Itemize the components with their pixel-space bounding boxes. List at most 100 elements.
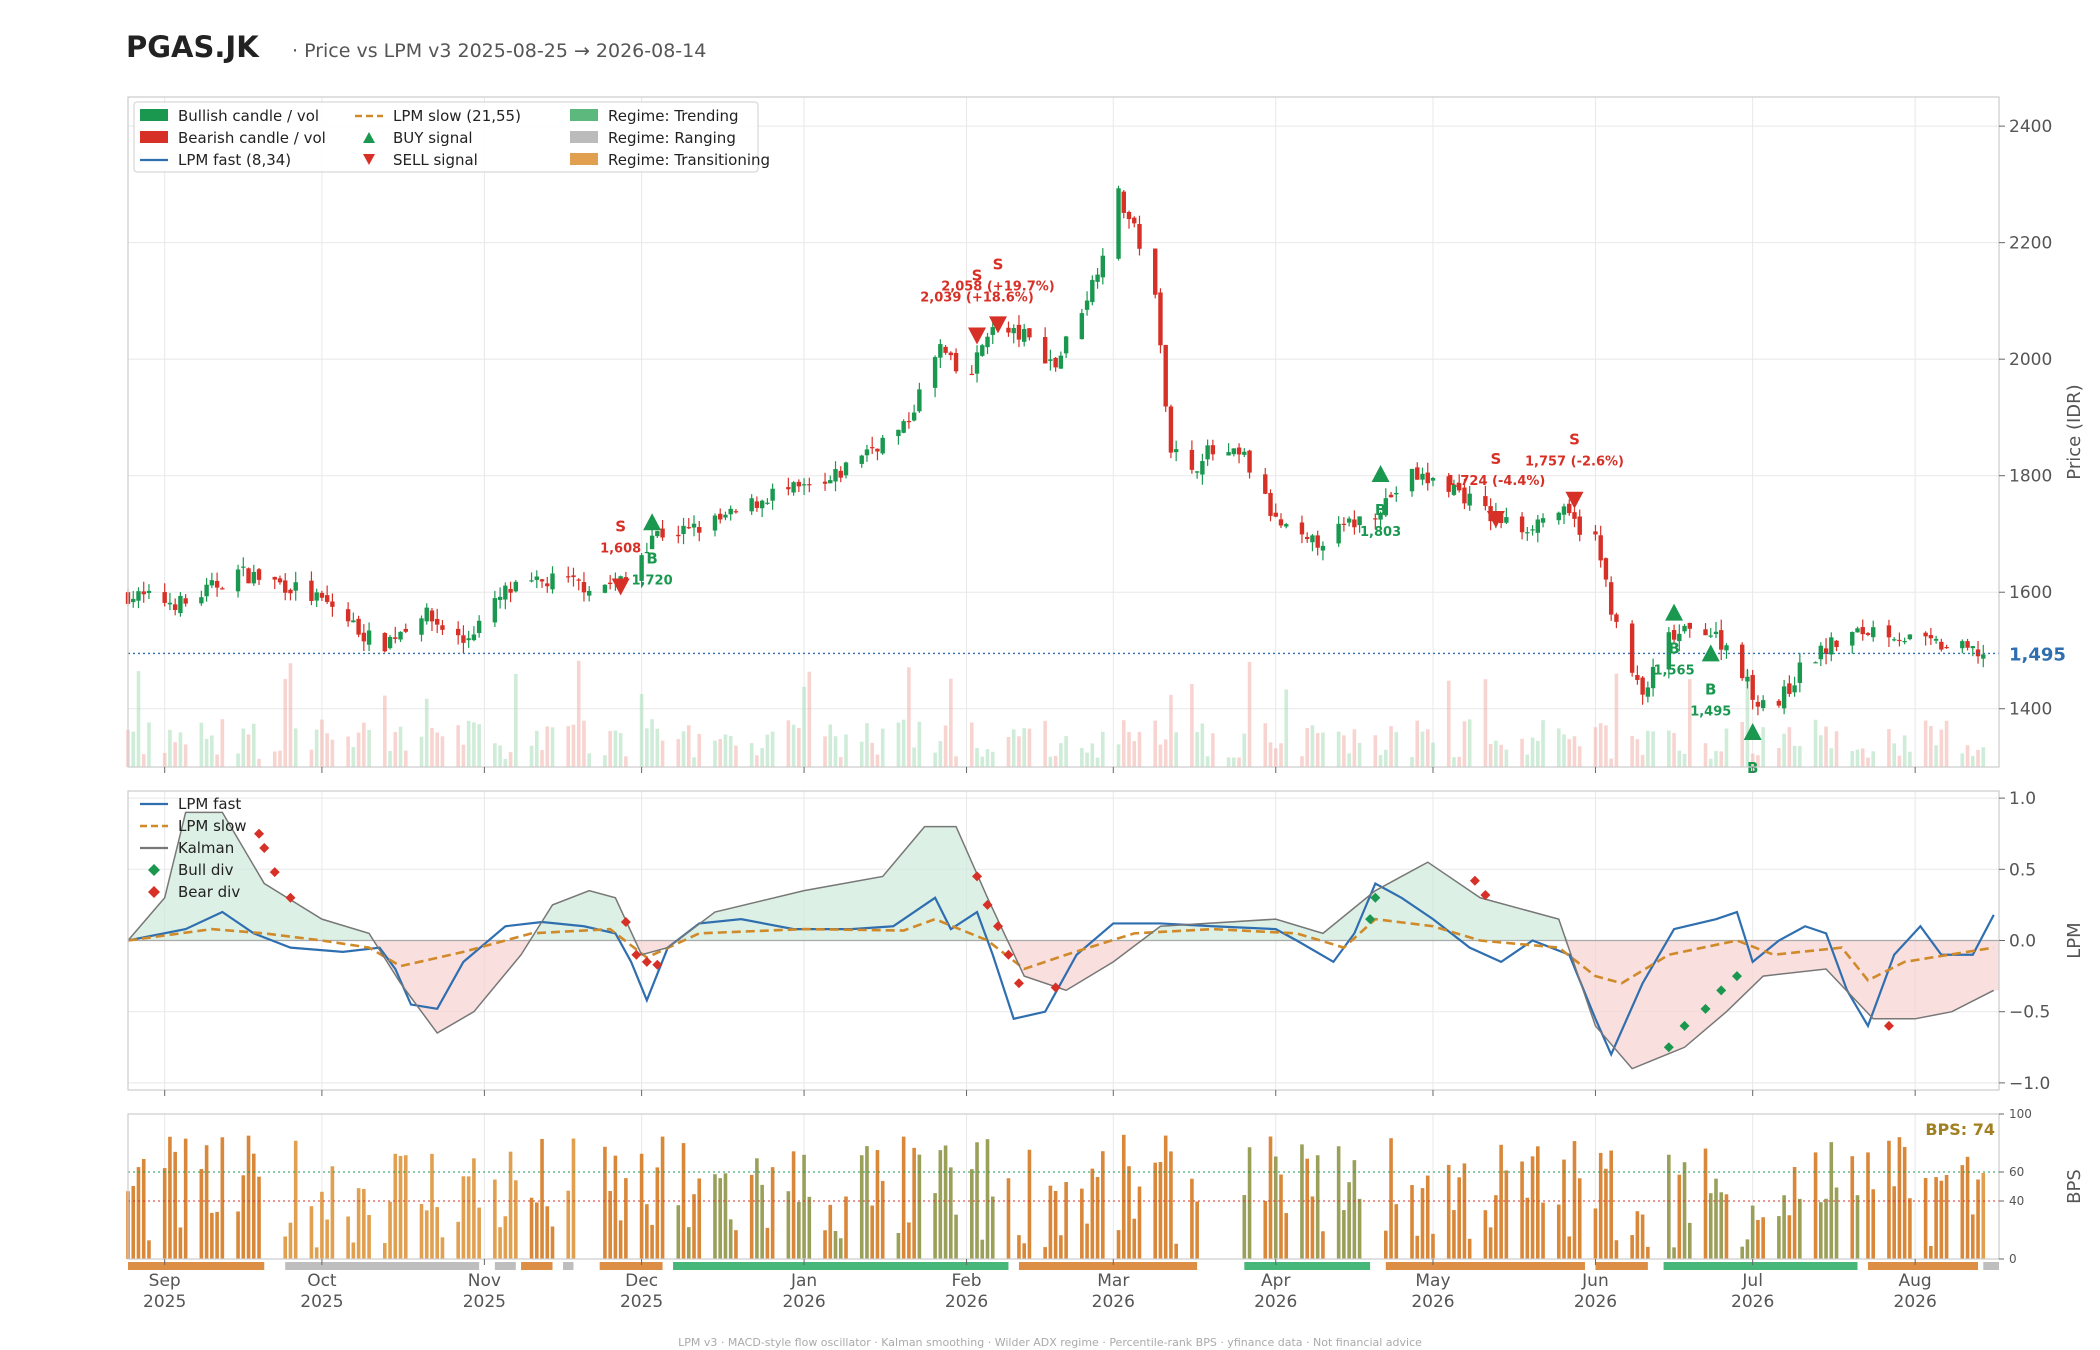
bps-bar [1850,1156,1855,1259]
bps-bar [162,1168,167,1259]
candle-body [1813,662,1818,664]
legend-label: Bullish candle / vol [178,107,319,125]
bps-bar [1017,1235,1021,1259]
candle-body [1871,627,1876,638]
bps-bar [1667,1154,1671,1259]
bps-bar [141,1158,146,1259]
bps-bar [1494,1195,1498,1259]
bps-bar [1090,1168,1095,1259]
volume-bar [844,734,848,767]
kalman-line [127,811,1995,1070]
candle-body [246,568,251,584]
candle-body [1388,494,1394,498]
candle-body [1687,622,1692,629]
candle-body [1939,641,1944,650]
bps-bar [1027,1149,1032,1259]
bps-bar [1153,1162,1158,1259]
volume-bar [1263,723,1268,767]
volume-bar [147,722,151,767]
volume-bar [603,755,607,767]
candle-body [1577,516,1582,535]
volume-bar [907,667,911,767]
candle-body [382,633,388,652]
candle-body [676,534,681,537]
bps-bar [508,1151,513,1259]
volume-bar [1604,725,1608,767]
bps-bar [257,1176,261,1259]
candle-body [1116,188,1121,259]
bps-bar [1609,1150,1613,1259]
bps-bar [168,1136,172,1259]
volume-bar [1897,755,1902,767]
sell-signal-marker [968,327,987,345]
bps-bar [660,1136,665,1259]
bps-bar [1598,1152,1603,1259]
volume-bar [1577,746,1582,767]
volume-bar [1121,720,1126,767]
candle-body [351,620,356,623]
volume-bar [755,755,759,767]
candle-body [1567,503,1572,514]
candle-body [293,582,298,591]
bps-bar [1195,1201,1199,1259]
candle-body [686,527,691,529]
candle-body [1341,523,1347,525]
volume-bar [1300,756,1304,767]
bps-bar [969,1169,974,1259]
bps-bar [325,1219,329,1259]
bps-bar [1101,1151,1105,1259]
volume-bar [566,726,571,767]
legend-swatch [570,153,598,165]
bps-bar [1384,1230,1388,1259]
candle-body [1320,545,1326,551]
candle-body [1231,448,1237,455]
candle-body [1310,535,1315,543]
lpm-slow-line [127,917,1994,985]
candle-body [1153,248,1158,295]
volume-bar [1677,750,1682,767]
bps-bar [686,1227,691,1259]
candle-body [953,352,959,372]
candle-body [366,630,372,645]
volume-bar [346,736,350,767]
volume-bar [199,722,204,767]
bps-bar [1394,1204,1399,1259]
bear-div-marker [652,959,663,970]
buy-signal-letter: B [1668,640,1679,658]
bps-bar [933,1193,937,1259]
volume-bar [472,722,476,767]
candle-body [539,579,545,582]
candle-body [828,480,833,484]
bps-bar [1273,1156,1278,1259]
bps-bar [1572,1141,1577,1259]
volume-bar [424,698,429,767]
sell-signal-marker [611,578,630,596]
bps-bar [1053,1190,1058,1259]
bps-bar [1777,1216,1781,1259]
bps-bar [466,1176,471,1259]
bps-bar [1577,1178,1582,1259]
candle-body [455,628,461,636]
axis-title: Price (IDR) [2064,384,2085,479]
candle-body [938,344,943,358]
bps-bar [1190,1178,1194,1259]
volume-bar [1761,727,1765,767]
volume-bar [1556,728,1561,767]
candle-body [1682,625,1687,632]
bps-bar [498,1227,502,1259]
volume-bar [896,722,901,767]
lpm-negative-fill [128,940,1999,1069]
candle-body [1970,646,1975,649]
volume-bar [1048,756,1053,767]
volume-bar [1740,721,1744,767]
candle-body [1236,447,1242,455]
volume-bar [1127,732,1131,767]
volume-bar [1609,758,1613,767]
y-tick-label: 0 [2009,1252,2017,1266]
candle-body [1608,582,1614,615]
volume-bar [1305,728,1310,767]
axis-ticks: 1,495 1400 1600 1800 2000 2200 2400 −1.0 −0.5 0.0… [143,117,2085,1312]
candle-body [906,420,912,423]
volume-bar [645,728,649,767]
bull-div-marker [1365,914,1376,925]
